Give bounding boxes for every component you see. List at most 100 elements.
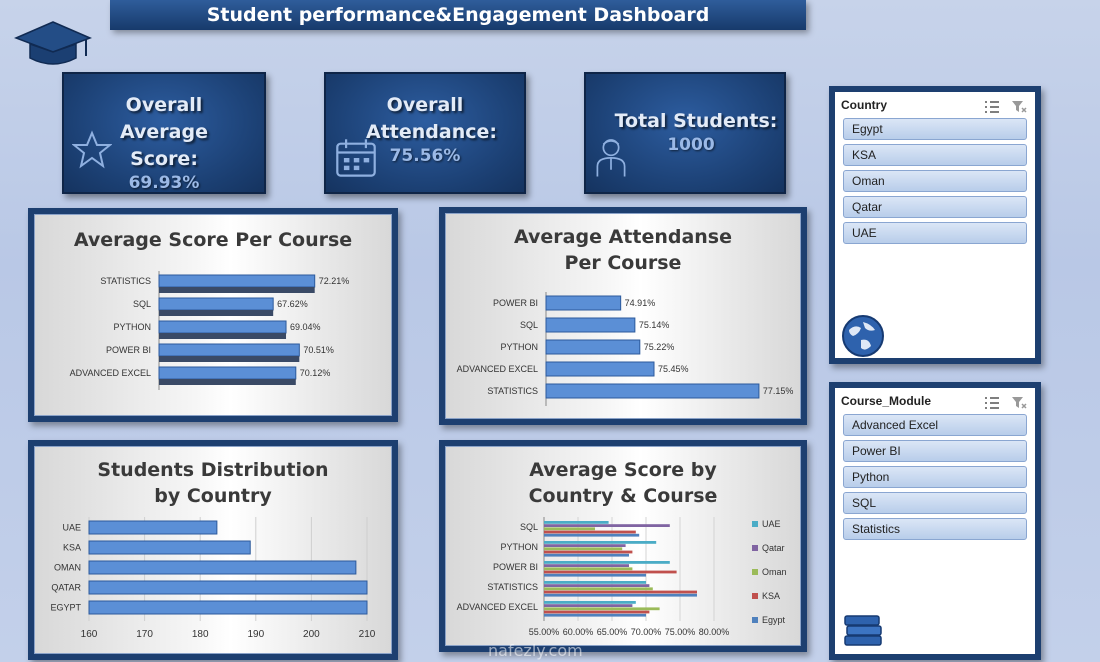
kpi-attendance-value: 75.56% [389,146,461,166]
chart-avg-attendance-per-course: POWER BI 74.91% SQL 75.14% PYTHON 75.22% ADVAN… [439,207,807,425]
chart-students-by-country: 160 170 180 190 200 210 UAE KSA OMAN QATAR EGYPT S… [28,440,398,660]
category-label: OMAN [54,563,81,573]
bar-shadow [159,310,274,316]
data-label: 75.22% [644,342,675,352]
bar [158,366,297,380]
bar [88,600,368,615]
bar [544,601,636,604]
multi-select-icon[interactable] [984,396,1000,410]
category-label: STATISTICS [487,582,538,592]
bar [544,524,670,527]
bar [544,561,670,564]
slicer-title: Country [841,98,887,112]
category-label: ADVANCED EXCEL [70,368,151,378]
x-tick-label: 160 [81,629,98,640]
bar [545,383,760,399]
bar [545,317,636,333]
data-label: 77.15% [763,386,794,396]
bar [88,540,251,555]
bar [544,530,636,534]
bar [88,560,357,575]
slicer-header: Country [835,92,1035,118]
category-label: POWER BI [493,298,538,308]
category-label: PYTHON [113,322,151,332]
legend-swatch [752,569,758,575]
legend-label: KSA [762,591,780,601]
slicer-item-qatar[interactable]: Qatar [843,196,1027,218]
category-label: EGYPT [50,603,81,613]
globe-icon [842,315,884,357]
x-tick-label: 190 [247,629,264,640]
bar [544,604,633,607]
slicer-item-oman[interactable]: Oman [843,170,1027,192]
bar [544,607,660,611]
category-label: QATAR [51,583,81,593]
bar [544,547,623,551]
bar [544,567,633,571]
kpi-average-score: Overall Average Score: 69.93% [62,72,266,194]
legend-label: Egypt [762,615,786,625]
category-label: SQL [520,522,538,532]
bar [88,580,368,595]
slicer-item-ksa[interactable]: KSA [843,144,1027,166]
x-tick-label: 170 [136,629,153,640]
bar [544,593,697,597]
legend-label: UAE [762,519,781,529]
chart-2-svg: POWER BI 74.91% SQL 75.14% PYTHON 75.22% ADVAN… [457,292,794,406]
legend-label: Oman [762,567,787,577]
bar [158,343,300,357]
data-label: 75.45% [658,364,689,374]
bar [544,564,629,567]
category-label: ADVANCED EXCEL [457,364,538,374]
data-label: 75.14% [639,320,670,330]
data-label: 72.21% [319,276,350,286]
bar-shadow [159,379,296,385]
bar [544,533,640,537]
legend-swatch [752,617,758,623]
chart-title: Average Attendanse Per Course [513,226,733,274]
bar [544,570,677,574]
slicer-item-power-bi[interactable]: Power BI [843,440,1027,462]
multi-select-icon[interactable] [984,100,1000,114]
category-label: KSA [63,543,81,553]
x-tick-label: 180 [192,629,209,640]
data-label: 67.62% [277,299,308,309]
kpi-total-students: Total Students: 1000 [584,72,786,194]
bar [544,553,629,557]
category-label: POWER BI [493,562,538,572]
calendar-icon [336,139,376,177]
slicer-header: Course_Module [835,388,1035,414]
slicer-item-egypt[interactable]: Egypt [843,118,1027,140]
dashboard-title: Student performance&Engagement Dashboard [110,0,806,30]
kpi-total-students-value: 1000 [667,135,715,155]
bar [545,361,655,377]
bar [88,520,218,535]
bar-shadow [159,287,315,293]
bar [158,297,274,311]
clear-filter-icon[interactable] [1011,100,1027,114]
clear-filter-icon[interactable] [1011,396,1027,410]
slicer-country: Country Egypt KSA Oman Qatar UAE [829,86,1041,364]
bar [544,587,653,591]
slicer-item-python[interactable]: Python [843,466,1027,488]
chart-title: Average Score Per Course [73,229,353,251]
chart-title: Average Score by Country & Course [528,459,718,507]
slicer-item-sql[interactable]: SQL [843,492,1027,514]
slicer-item-advanced-excel[interactable]: Advanced Excel [843,414,1027,436]
data-label: 70.12% [300,368,331,378]
data-label: 74.91% [625,298,656,308]
category-label: STATISTICS [487,386,538,396]
slicer-item-uae[interactable]: UAE [843,222,1027,244]
x-tick-label: 65.00% [597,627,628,637]
kpi-attendance-label: Overall Attendance: [366,94,497,143]
legend-label: Qatar [762,543,785,553]
bar [544,521,609,524]
x-tick-label: 55.00% [529,627,560,637]
category-label: PYTHON [500,542,538,552]
slicer-item-statistics[interactable]: Statistics [843,518,1027,540]
bar [544,573,646,577]
star-icon [72,130,112,169]
bar [158,320,287,334]
graduation-cap-icon [14,21,92,65]
slicer-course-module: Course_Module Advanced Excel Power BI Py… [829,382,1041,660]
